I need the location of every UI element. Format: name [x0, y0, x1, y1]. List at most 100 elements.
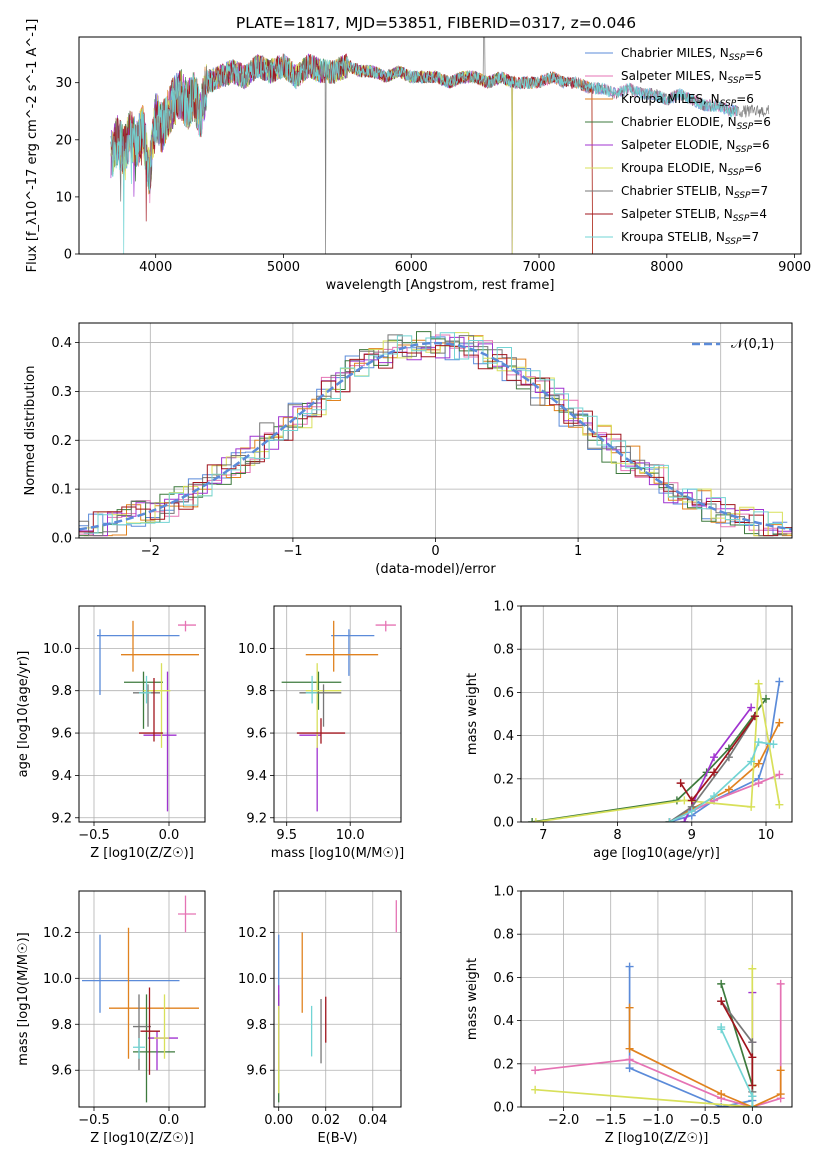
x-tick-label: 10	[758, 828, 775, 843]
y-tick-label: 10.0	[238, 972, 267, 987]
series-marker	[748, 964, 757, 973]
y-tick-label: 0.8	[493, 928, 514, 943]
x-tick-label: 0.0	[159, 828, 180, 843]
axes-frame	[273, 890, 402, 1108]
series-marker	[748, 1053, 757, 1062]
plot-area	[528, 677, 784, 822]
axes-frame	[78, 605, 206, 823]
plot-area	[110, 37, 770, 254]
histogram-step	[79, 345, 792, 537]
series-line	[720, 983, 754, 1107]
plot-area	[82, 895, 199, 1103]
legend-label: Salpeter MILES, NSSP=5	[621, 69, 762, 86]
series-line	[535, 968, 754, 1107]
x-tick-label: 0.0	[742, 1113, 763, 1128]
panel-weight_vs_Z: −2.0 −1.5 −1.0 −0.5 0.0 0.0 0.2 0.4 0.6 0.8 1.0 Z […	[465, 885, 793, 1146]
legend-label: Kroupa MILES, NSSP=6	[621, 92, 754, 109]
x-axis-label: E(B-V)	[317, 1131, 357, 1146]
x-tick-label: 0.04	[358, 1113, 387, 1128]
x-tick-label: 8	[613, 828, 621, 843]
x-axis-label: Z [log10(Z/Z☉)]	[90, 1131, 194, 1146]
plot-area	[281, 620, 396, 812]
series-line	[669, 681, 781, 822]
series-marker	[748, 1092, 757, 1101]
x-tick-label: −2	[141, 544, 160, 559]
x-tick-label: 10.0	[336, 828, 365, 843]
y-tick-label: 10.0	[238, 642, 267, 657]
x-tick-label: 8000	[650, 260, 683, 275]
y-tick-label: 0.2	[493, 1057, 514, 1072]
y-tick-label: 9.2	[51, 811, 72, 826]
legend-label: Salpeter ELODIE, NSSP=6	[621, 138, 770, 155]
y-tick-label: 0	[64, 248, 72, 263]
histogram-step	[79, 331, 788, 537]
y-axis-label: Normed distribution	[23, 366, 38, 496]
x-tick-label: 2	[717, 544, 725, 559]
panel-mass_vs_ebv: 0.00 0.02 0.04 9.6 9.8 10.0 10.2 E(B-V)	[238, 890, 402, 1146]
series-marker	[717, 1090, 726, 1099]
series-marker	[747, 757, 756, 766]
series-marker	[680, 818, 689, 822]
legend-label: Chabrier ELODIE, NSSP=6	[621, 115, 771, 132]
legend-label: Salpeter STELIB, NSSP=4	[621, 207, 767, 224]
y-tick-label: 9.4	[51, 769, 72, 784]
x-tick-label: 9.5	[276, 828, 297, 843]
spectrum-line	[110, 53, 738, 254]
series-marker	[625, 962, 634, 971]
series-marker	[750, 712, 759, 721]
legend-label: Kroupa ELODIE, NSSP=6	[621, 161, 762, 178]
y-axis-label: mass weight	[465, 673, 480, 755]
series-line	[669, 722, 781, 822]
y-tick-label: 9.8	[246, 684, 267, 699]
series-marker	[531, 1085, 540, 1094]
x-tick-label: 0.00	[264, 1113, 293, 1128]
y-tick-label: 1.0	[493, 885, 514, 900]
y-tick-label: 0.2	[493, 772, 514, 787]
series-marker	[775, 770, 784, 779]
series-marker	[710, 768, 719, 777]
y-tick-label: 9.6	[51, 727, 72, 742]
x-tick-label: 7000	[522, 260, 555, 275]
x-axis-label: age [log10(age/yr)]	[593, 846, 720, 861]
axes-frame	[520, 605, 793, 823]
y-tick-label: 30	[55, 76, 72, 91]
series-marker	[762, 694, 771, 703]
plot-area	[531, 962, 785, 1107]
series-marker	[754, 738, 763, 747]
y-tick-label: 10.0	[43, 642, 72, 657]
axes-frame	[273, 605, 402, 823]
panel-mass_vs_Z: −0.5 0.0 9.6 9.8 10.0 10.2 Z [log10(Z/Z☉)] mass…	[16, 890, 206, 1146]
series-marker	[531, 1066, 540, 1075]
series-marker	[754, 779, 763, 788]
series-marker	[748, 1038, 757, 1047]
series-marker	[680, 796, 689, 805]
histogram-step	[79, 334, 788, 537]
y-tick-label: 10.0	[43, 972, 72, 987]
legend-label: Kroupa STELIB, NSSP=7	[621, 230, 759, 247]
y-tick-label: 9.6	[246, 727, 267, 742]
y-tick-label: 9.6	[51, 1064, 72, 1079]
series-marker	[776, 1090, 785, 1099]
x-tick-label: 4000	[139, 260, 172, 275]
x-axis-label: Z [log10(Z/Z☉)]	[605, 1131, 709, 1146]
series-marker	[775, 800, 784, 809]
axes-frame	[78, 36, 802, 255]
y-tick-label: 9.8	[51, 684, 72, 699]
series-marker	[775, 718, 784, 727]
series-line	[679, 715, 756, 802]
y-tick-label: 0.0	[493, 1101, 514, 1116]
y-axis-label: age [log10(age/yr)]	[16, 651, 31, 778]
histogram-step	[83, 335, 792, 537]
series-marker	[776, 979, 785, 988]
series-marker	[769, 740, 778, 749]
series-marker	[665, 818, 674, 822]
series-marker	[748, 1103, 757, 1107]
x-tick-label: −1.0	[642, 1113, 674, 1128]
panel-spectrum: 4000 5000 6000 7000 8000 9000 0 10 20 30 wavelengt…	[25, 19, 811, 293]
x-tick-label: 5000	[267, 260, 300, 275]
plot-area	[278, 900, 397, 1103]
series-marker	[747, 703, 756, 712]
series-marker	[710, 792, 719, 801]
y-tick-label: 20	[55, 133, 72, 148]
y-tick-label: 0.6	[493, 971, 514, 986]
